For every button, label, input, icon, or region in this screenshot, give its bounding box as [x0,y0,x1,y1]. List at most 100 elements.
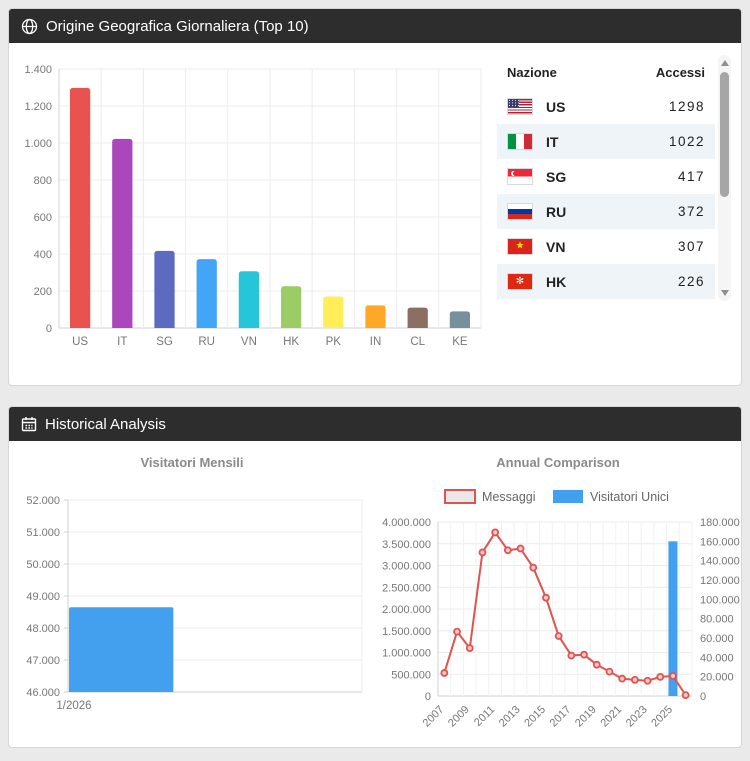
table-row: RU 372 [497,194,715,229]
scroll-up-icon[interactable] [720,60,729,66]
svg-text:2011: 2011 [472,704,497,729]
svg-text:1/2026: 1/2026 [56,700,91,712]
accessi-value: 1022 [668,134,705,149]
table-row: US 1298 [497,89,715,124]
svg-text:CL: CL [410,336,425,348]
svg-text:2007: 2007 [421,704,447,730]
svg-text:2009: 2009 [446,704,472,730]
accessi-value: 417 [677,169,705,184]
svg-text:Visitatori Unici: Visitatori Unici [590,490,669,504]
geo-table-body: US 1298 IT 1022 SG 417 RU 372 VN 307 HK 226 [497,89,715,299]
svg-text:IT: IT [117,336,127,348]
geo-panel: Origine Geografica Giornaliera (Top 10) … [8,8,742,386]
svg-text:20.000: 20.000 [700,672,734,684]
svg-text:2.500.000: 2.500.000 [382,582,431,594]
accessi-value: 226 [677,274,705,289]
country-code: VN [546,238,566,255]
svg-text:0: 0 [46,323,52,335]
svg-text:1.400: 1.400 [24,64,52,76]
scrollbar-thumb[interactable] [720,72,729,197]
svg-text:47.000: 47.000 [26,655,60,667]
svg-text:100.000: 100.000 [700,594,740,606]
table-scrollbar[interactable] [718,55,731,301]
accessi-value: 307 [677,239,705,254]
svg-text:180.000: 180.000 [700,517,740,529]
svg-text:3.000.000: 3.000.000 [382,561,431,573]
geo-table: Nazione Accessi US 1298 IT 1022 SG 417 RU 372 VN… [489,53,735,375]
flag-us-icon [507,98,533,115]
column-accessi: Accessi [655,64,705,80]
svg-text:KE: KE [452,336,468,348]
svg-text:40.000: 40.000 [700,652,734,664]
scroll-down-icon[interactable] [720,290,729,296]
svg-text:140.000: 140.000 [700,556,740,568]
dashboard-page: { "top_panel": { "title": "Origine Geogr… [0,8,750,761]
svg-text:2025: 2025 [649,704,675,730]
flag-hk-icon [507,273,533,290]
svg-text:1.500.000: 1.500.000 [382,626,431,638]
svg-text:0: 0 [700,691,706,703]
monthly-chart-section: Visitatori Mensili 46.000 47.000 48.000 49.… [9,455,375,747]
svg-text:US: US [72,336,88,348]
svg-text:1.000.000: 1.000.000 [382,648,431,660]
svg-text:52.000: 52.000 [26,495,60,507]
svg-text:600: 600 [34,212,52,224]
annual-chart-section: Annual Comparison Messaggi Visitatori Uni… [375,455,741,747]
svg-text:VN: VN [241,336,257,348]
svg-text:IN: IN [370,336,382,348]
geo-table-header: Nazione Accessi [497,55,715,89]
svg-text:50.000: 50.000 [26,559,60,571]
table-row: HK 226 [497,264,715,299]
svg-text:2017: 2017 [548,704,574,730]
svg-text:0: 0 [425,691,431,703]
geo-panel-header: Origine Geografica Giornaliera (Top 10) [9,9,741,43]
table-row: SG 417 [497,159,715,194]
svg-text:60.000: 60.000 [700,633,734,645]
accessi-value: 372 [677,204,705,219]
svg-text:4.000.000: 4.000.000 [382,517,431,529]
svg-text:51.000: 51.000 [26,527,60,539]
svg-text:80.000: 80.000 [700,614,734,626]
svg-text:2019: 2019 [573,704,599,730]
svg-text:46.000: 46.000 [26,687,60,699]
country-code: RU [546,203,567,220]
monthly-chart-title: Visitatori Mensili [140,455,244,470]
svg-text:500.000: 500.000 [391,669,431,681]
annual-chart-title: Annual Comparison [496,455,620,470]
flag-vn-icon [507,238,533,255]
country-code: HK [546,273,567,290]
svg-text:200: 200 [34,286,52,298]
historical-panel-header: Historical Analysis [9,407,741,441]
geo-panel-title: Origine Geografica Giornaliera (Top 10) [46,17,309,35]
svg-text:RU: RU [198,336,215,348]
svg-text:2015: 2015 [522,704,548,730]
historical-panel-title: Historical Analysis [45,415,166,433]
monthly-visitors-chart[interactable]: 46.000 47.000 48.000 49.000 50.000 51.000 52.0… [14,486,370,722]
geo-bar-chart[interactable]: 0 200 400 600 800 1.000 1.200 1.400 US IT SG RU VN HK… [19,53,489,375]
table-row: VN 307 [497,229,715,264]
svg-text:49.000: 49.000 [26,591,60,603]
globe-icon [21,18,38,35]
svg-text:160.000: 160.000 [700,536,740,548]
svg-text:800: 800 [34,175,52,187]
svg-text:120.000: 120.000 [700,575,740,587]
country-code: US [546,98,566,115]
svg-text:SG: SG [156,336,173,348]
svg-text:48.000: 48.000 [26,623,60,635]
accessi-value: 1298 [668,99,705,114]
country-code: SG [546,168,567,185]
svg-text:2013: 2013 [497,704,523,730]
svg-text:HK: HK [283,336,299,348]
svg-text:2.000.000: 2.000.000 [382,604,431,616]
flag-sg-icon [507,168,533,185]
column-nazione: Nazione [507,64,557,80]
flag-it-icon [507,133,533,150]
svg-text:2021: 2021 [598,704,624,730]
country-code: IT [546,133,559,150]
svg-text:400: 400 [34,249,52,261]
annual-comparison-chart[interactable]: Messaggi Visitatori Unici 0 500.000 1.000.00… [374,486,742,747]
svg-text:3.500.000: 3.500.000 [382,539,431,551]
svg-text:PK: PK [326,336,342,348]
svg-text:1.200: 1.200 [24,101,52,113]
flag-ru-icon [507,203,533,220]
